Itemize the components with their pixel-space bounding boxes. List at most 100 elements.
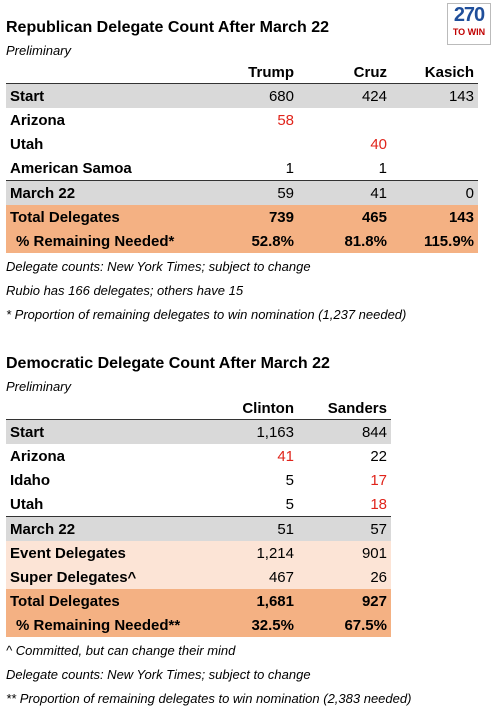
value-cell: 81.8%	[298, 229, 391, 253]
value-cell: 57	[298, 516, 391, 541]
value-cell: 680	[204, 83, 298, 108]
note: Delegate counts: New York Times; subject…	[6, 667, 311, 682]
column-header: Trump	[248, 64, 294, 81]
value-cell: 1	[285, 159, 294, 177]
empty-cell	[391, 156, 478, 181]
table-row: Start 680 424 143	[6, 83, 478, 108]
logo-number: 270	[453, 4, 485, 26]
logo: 270 TO WIN	[447, 3, 491, 45]
delegate-table: Trump Cruz Kasich Start 680 424 143 Arizona 58 Ut…	[6, 62, 478, 253]
column-header: Cruz	[353, 64, 387, 81]
value-cell: 465	[298, 205, 391, 229]
note: Delegate counts: New York Times; subject…	[6, 259, 311, 274]
row-label: March 22	[6, 516, 204, 541]
value-cell: 5	[285, 471, 294, 489]
value-cell: 467	[204, 565, 298, 589]
value-cell: 40	[370, 135, 387, 153]
table-row: Arizona 41 22	[6, 444, 391, 468]
table-row: Event Delegates 1,214 901	[6, 541, 391, 565]
value-cell: 927	[298, 589, 391, 613]
table-row: Total Delegates 1,681 927	[6, 589, 391, 613]
table-row: Start 1,163 844	[6, 419, 391, 444]
note: ^ Committed, but can change their mind	[6, 643, 236, 658]
row-label: Idaho	[10, 471, 50, 489]
note: * Proportion of remaining delegates to w…	[6, 307, 407, 322]
row-label: Total Delegates	[6, 205, 204, 229]
table-row: Arizona 58	[6, 108, 478, 132]
note: ** Proportion of remaining delegates to …	[6, 691, 412, 706]
header-row: Trump Cruz Kasich	[6, 62, 478, 84]
row-label: % Remaining Needed**	[6, 613, 204, 637]
section: Republican Delegate Count After March 22…	[6, 16, 478, 327]
row-label: % Remaining Needed*	[6, 229, 204, 253]
row-label: Arizona	[10, 111, 66, 129]
value-cell: 58	[277, 111, 294, 129]
value-cell: 59	[204, 180, 298, 205]
table-row: Super Delegates^ 467 26	[6, 565, 391, 589]
value-cell: 0	[391, 180, 478, 205]
value-cell: 1,681	[204, 589, 298, 613]
empty-cell	[298, 108, 391, 132]
notes: ^ Committed, but can change their mind De…	[6, 639, 411, 711]
empty-cell	[204, 132, 298, 156]
subtitle: Preliminary	[6, 43, 72, 58]
notes: Delegate counts: New York Times; subject…	[6, 255, 478, 327]
table-row: % Remaining Needed* 52.8% 81.8% 115.9%	[6, 229, 478, 253]
table-row: Idaho 5 17	[6, 468, 391, 492]
value-cell: 1,214	[204, 541, 298, 565]
row-label: Arizona	[10, 447, 66, 465]
table-row: % Remaining Needed** 32.5% 67.5%	[6, 613, 391, 637]
delegate-table: Clinton Sanders Start 1,163 844 Arizona 41 22 Id…	[6, 398, 391, 637]
value-cell: 41	[277, 447, 294, 465]
table-row: March 22 51 57	[6, 516, 391, 541]
section: Democratic Delegate Count After March 22…	[6, 352, 411, 711]
value-cell: 41	[298, 180, 391, 205]
logo-tagline: TO WIN	[452, 27, 486, 37]
value-cell: 52.8%	[204, 229, 298, 253]
table-row: Utah 5 18	[6, 492, 391, 517]
value-cell: 26	[298, 565, 391, 589]
value-cell: 901	[298, 541, 391, 565]
value-cell: 5	[285, 495, 294, 513]
row-label: Event Delegates	[6, 541, 204, 565]
row-label: Start	[6, 83, 204, 108]
row-label: March 22	[6, 180, 204, 205]
subtitle: Preliminary	[6, 379, 72, 394]
header-row: Clinton Sanders	[6, 398, 391, 420]
value-cell: 115.9%	[391, 229, 478, 253]
value-cell: 22	[370, 447, 387, 465]
empty-cell	[391, 108, 478, 132]
value-cell: 1	[378, 159, 387, 177]
row-label: Start	[6, 419, 204, 444]
value-cell: 32.5%	[204, 613, 298, 637]
value-cell: 739	[204, 205, 298, 229]
value-cell: 17	[370, 471, 387, 489]
note: Rubio has 166 delegates; others have 15	[6, 283, 244, 298]
row-label: Utah	[10, 135, 44, 153]
row-label: Total Delegates	[6, 589, 204, 613]
value-cell: 1,163	[204, 419, 298, 444]
column-header: Clinton	[242, 400, 294, 417]
header-cell	[6, 398, 204, 420]
section-title: Democratic Delegate Count After March 22	[6, 355, 330, 372]
value-cell: 143	[391, 205, 478, 229]
value-cell: 51	[204, 516, 298, 541]
row-label: Utah	[10, 495, 44, 513]
empty-cell	[391, 132, 478, 156]
value-cell: 844	[298, 419, 391, 444]
table-row: March 22 59 41 0	[6, 180, 478, 205]
table-row: American Samoa 1 1	[6, 156, 478, 181]
row-label: Super Delegates^	[6, 565, 204, 589]
value-cell: 18	[370, 495, 387, 513]
value-cell: 424	[298, 83, 391, 108]
section-title: Republican Delegate Count After March 22	[6, 19, 330, 36]
row-label: American Samoa	[10, 159, 132, 177]
value-cell: 67.5%	[298, 613, 391, 637]
header-cell	[6, 62, 204, 84]
value-cell: 143	[391, 83, 478, 108]
column-header: Kasich	[424, 64, 474, 81]
table-row: Total Delegates 739 465 143	[6, 205, 478, 229]
column-header: Sanders	[327, 400, 387, 417]
table-row: Utah 40	[6, 132, 478, 156]
